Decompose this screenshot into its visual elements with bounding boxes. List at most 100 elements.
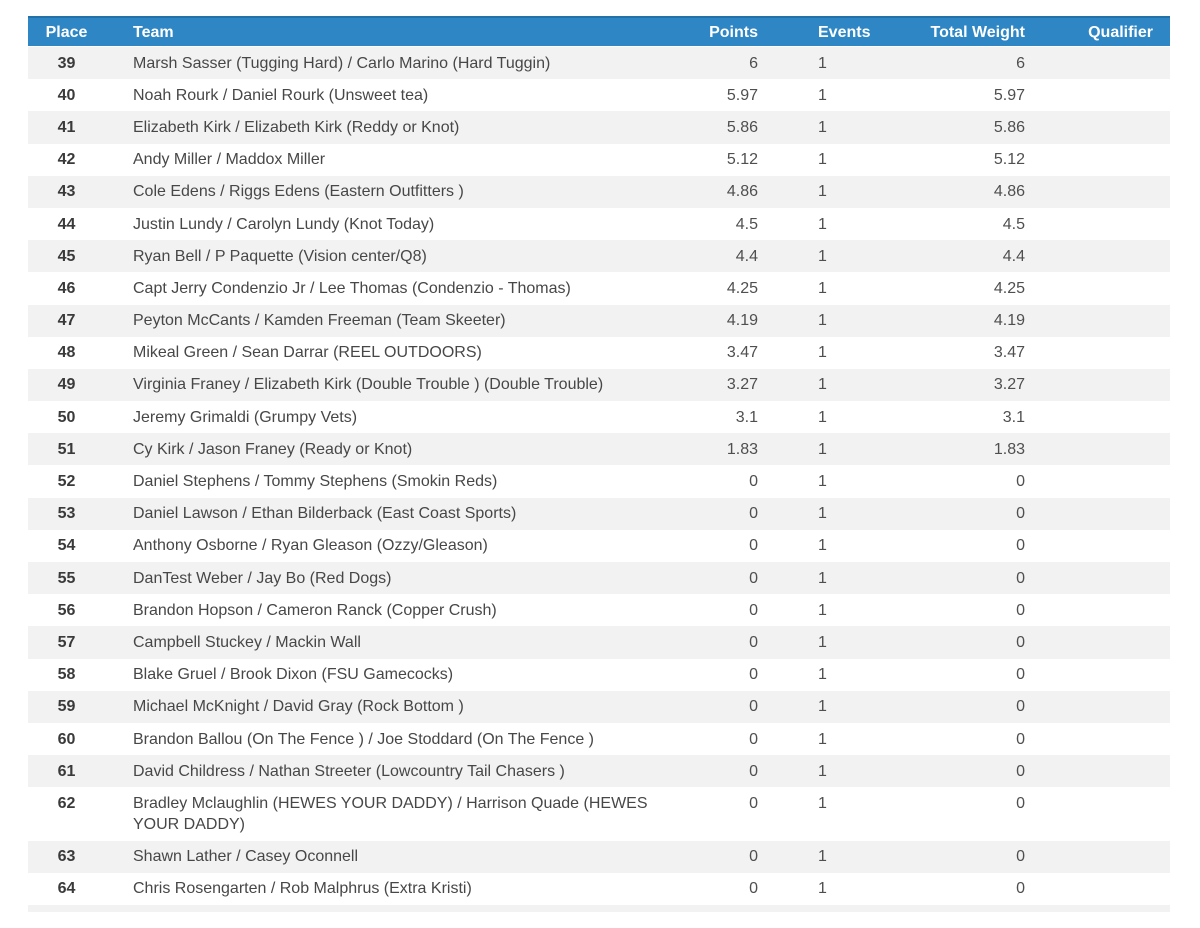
events-cell: 1 (818, 730, 827, 748)
table-row: 45 Ryan Bell / P Paquette (Vision center/… (28, 240, 1170, 273)
team-cell: Daniel Stephens / Tommy Stephens (Smokin… (133, 473, 498, 491)
events-cell: 1 (818, 151, 827, 169)
place-cell: 56 (57, 601, 76, 619)
points-cell: 0 (749, 505, 758, 523)
points-cell: 3.47 (726, 344, 758, 362)
table-row: 62 Bradley Mclaughlin (HEWES YOUR DADDY) … (28, 787, 1170, 841)
points-cell: 4.5 (735, 215, 758, 233)
team-cell: Daniel Lawson / Ethan Bilderback (East C… (133, 505, 517, 523)
team-cell: Brandon Ballou (On The Fence ) / Joe Sto… (133, 730, 594, 748)
place-cell: 43 (57, 183, 76, 201)
place-cell: 48 (57, 344, 76, 362)
events-cell: 1 (818, 440, 827, 458)
qualifier-cell (1025, 755, 1170, 787)
points-cell: 5.86 (726, 118, 758, 136)
standings-table: Place Team Points Events Total Weight Qualifi… (28, 16, 1170, 905)
total_weight-cell: 0 (1016, 537, 1025, 555)
total_weight-cell: 0 (1016, 569, 1025, 587)
team-cell: Blake Gruel / Brook Dixon (FSU Gamecocks… (133, 666, 454, 684)
table-row: 55 DanTest Weber / Jay Bo (Red Dogs) 0 1 0 (28, 562, 1170, 595)
qualifier-cell (1025, 562, 1170, 594)
points-cell: 0 (749, 601, 758, 619)
qualifier-cell (1025, 305, 1170, 337)
total_weight-cell: 3.27 (993, 376, 1025, 394)
events-cell: 1 (818, 505, 827, 523)
team-cell: Peyton McCants / Kamden Freeman (Team Sk… (133, 312, 506, 330)
qualifier-cell (1025, 337, 1170, 369)
qualifier-cell (1025, 498, 1170, 530)
total_weight-cell: 0 (1016, 666, 1025, 684)
qualifier-cell (1025, 401, 1170, 433)
total_weight-cell: 0 (1016, 730, 1025, 748)
total_weight-cell: 0 (1016, 633, 1025, 651)
table-row: 54 Anthony Osborne / Ryan Gleason (Ozzy/G… (28, 529, 1170, 562)
team-cell: David Childress / Nathan Streeter (Lowco… (133, 762, 565, 780)
team-cell: Elizabeth Kirk / Elizabeth Kirk (Reddy o… (133, 118, 460, 136)
place-cell: 61 (57, 762, 76, 780)
place-cell: 44 (57, 215, 76, 233)
points-cell: 4.19 (726, 312, 758, 330)
table-row: 39 Marsh Sasser (Tugging Hard) / Carlo Ma… (28, 46, 1170, 80)
team-cell: Bradley Mclaughlin (HEWES YOUR DADDY) / … (133, 794, 648, 833)
total_weight-cell: 3.1 (1002, 408, 1025, 426)
table-row: 51 Cy Kirk / Jason Franey (Ready or Knot)… (28, 433, 1170, 466)
place-cell: 42 (57, 151, 76, 169)
total_weight-cell: 0 (1016, 880, 1025, 898)
total_weight-cell: 4.25 (993, 279, 1025, 297)
table-row: 46 Capt Jerry Condenzio Jr / Lee Thomas (… (28, 272, 1170, 305)
qualifier-cell (1025, 530, 1170, 562)
points-cell: 0 (749, 537, 758, 555)
table-row: 63 Shawn Lather / Casey Oconnell 0 1 0 (28, 840, 1170, 873)
place-cell: 51 (57, 440, 76, 458)
table-row: 47 Peyton McCants / Kamden Freeman (Team … (28, 304, 1170, 337)
table-row: 52 Daniel Stephens / Tommy Stephens (Smok… (28, 465, 1170, 498)
points-cell: 3.1 (735, 408, 758, 426)
events-cell: 1 (818, 633, 827, 651)
qualifier-cell (1025, 111, 1170, 143)
events-cell: 1 (818, 666, 827, 684)
points-cell: 0 (749, 762, 758, 780)
column-header-points: Points (673, 16, 758, 47)
place-cell: 39 (57, 54, 76, 72)
table-row: 58 Blake Gruel / Brook Dixon (FSU Gamecoc… (28, 658, 1170, 691)
table-row: 59 Michael McKnight / David Gray (Rock Bo… (28, 690, 1170, 723)
events-cell: 1 (818, 247, 827, 265)
points-cell: 1.83 (726, 440, 758, 458)
qualifier-cell (1025, 659, 1170, 691)
events-cell: 1 (818, 86, 827, 104)
events-cell: 1 (818, 537, 827, 555)
table-row: 60 Brandon Ballou (On The Fence ) / Joe S… (28, 722, 1170, 756)
place-cell: 58 (57, 666, 76, 684)
points-cell: 5.12 (726, 151, 758, 169)
events-cell: 1 (818, 279, 827, 297)
qualifier-cell (1025, 465, 1170, 497)
points-cell: 3.27 (726, 376, 758, 394)
place-cell: 46 (57, 279, 76, 297)
team-cell: Anthony Osborne / Ryan Gleason (Ozzy/Gle… (133, 537, 488, 555)
total_weight-cell: 3.47 (993, 344, 1025, 362)
qualifier-cell (1025, 787, 1170, 840)
total_weight-cell: 5.12 (993, 151, 1025, 169)
qualifier-cell (1025, 594, 1170, 626)
qualifier-cell (1025, 873, 1170, 905)
total_weight-cell: 0 (1016, 848, 1025, 866)
total_weight-cell: 0 (1016, 698, 1025, 716)
table-row: 56 Brandon Hopson / Cameron Ranck (Copper… (28, 594, 1170, 627)
place-cell: 62 (57, 794, 76, 812)
points-cell: 4.86 (726, 183, 758, 201)
total_weight-cell: 4.19 (993, 312, 1025, 330)
table-row: 49 Virginia Franey / Elizabeth Kirk (Doub… (28, 368, 1170, 402)
qualifier-cell (1025, 369, 1170, 401)
place-cell: 45 (57, 247, 76, 265)
qualifier-cell (1025, 176, 1170, 208)
table-row: 40 Noah Rourk / Daniel Rourk (Unsweet tea… (28, 79, 1170, 112)
team-cell: Jeremy Grimaldi (Grumpy Vets) (133, 408, 358, 426)
qualifier-cell (1025, 841, 1170, 873)
events-cell: 1 (818, 312, 827, 330)
team-cell: Michael McKnight / David Gray (Rock Bott… (133, 698, 464, 716)
table-row: 48 Mikeal Green / Sean Darrar (REEL OUTDO… (28, 336, 1170, 369)
points-cell: 5.97 (726, 86, 758, 104)
partial-next-row (28, 904, 1170, 912)
events-cell: 1 (818, 408, 827, 426)
points-cell: 0 (749, 569, 758, 587)
